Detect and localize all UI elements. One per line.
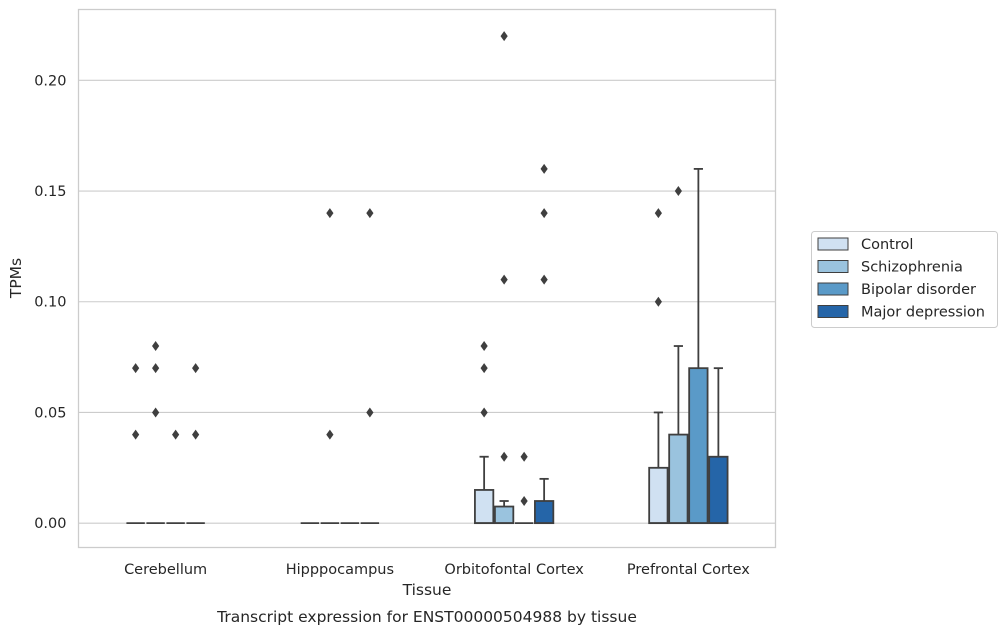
- outlier-point: [132, 429, 140, 440]
- outlier-point: [540, 163, 548, 174]
- box-body: [648, 466, 669, 525]
- outlier-point: [654, 208, 662, 219]
- outlier-point: [520, 451, 528, 462]
- plot-area-frame: [77, 8, 777, 549]
- y-tick-label: 0.05: [34, 405, 66, 421]
- box-body: [688, 367, 709, 525]
- outlier-point: [540, 208, 548, 219]
- legend-swatch: [817, 305, 849, 318]
- x-tick-label: Prefrontal Cortex: [627, 562, 750, 578]
- legend-label: Schizophrenia: [861, 260, 963, 276]
- x-tick-label: Cerebellum: [124, 562, 207, 578]
- legend-swatch: [817, 260, 849, 273]
- legend-label: Major depression: [861, 305, 985, 321]
- outlier-point: [480, 363, 488, 374]
- y-axis-label: TPMs: [7, 258, 25, 299]
- outlier-point: [152, 363, 160, 374]
- legend-frame: [811, 231, 998, 328]
- outlier-point: [500, 274, 508, 285]
- outlier-point: [520, 496, 528, 507]
- legend: Control Schizophrenia Bipolar disorder Majo…: [811, 231, 998, 328]
- outlier-point: [326, 429, 334, 440]
- outlier-point: [326, 208, 334, 219]
- y-tick-label: 0.15: [34, 184, 66, 200]
- outlier-point: [192, 429, 200, 440]
- legend-swatch: [817, 282, 849, 296]
- box-body: [668, 433, 689, 525]
- outlier-point: [500, 451, 508, 462]
- y-tick-label: 0.10: [34, 295, 66, 311]
- outlier-point: [132, 363, 140, 374]
- y-tick-labels: 0.00 0.05 0.10 0.15 0.20: [34, 73, 66, 532]
- outlier-point: [152, 407, 160, 418]
- y-tick-label: 0.20: [34, 73, 66, 89]
- box-series-group: [126, 31, 729, 525]
- y-tick-label: 0.00: [34, 516, 66, 532]
- outlier-point: [480, 407, 488, 418]
- outlier-point: [366, 407, 374, 418]
- outlier-point: [500, 31, 508, 42]
- outlier-point: [152, 341, 160, 352]
- box-body: [494, 505, 515, 525]
- outlier-point: [172, 429, 180, 440]
- outlier-point: [192, 363, 200, 374]
- outlier-point: [366, 208, 374, 219]
- legend-label: Bipolar disorder: [861, 282, 976, 298]
- x-tick-label: Orbitofontal Cortex: [444, 562, 584, 578]
- outlier-point: [674, 186, 682, 197]
- chart-caption: Transcript expression for ENST0000050498…: [216, 608, 637, 626]
- box-body: [534, 500, 555, 525]
- x-tick-labels: Cerebellum Hipppocampus Orbitofontal Corte…: [124, 562, 750, 578]
- outlier-point: [540, 274, 548, 285]
- x-axis-label: Tissue: [402, 581, 452, 599]
- box-body: [708, 455, 729, 525]
- x-tick-label: Hipppocampus: [286, 562, 394, 578]
- legend-swatch: [817, 237, 849, 251]
- legend-label: Control: [861, 237, 913, 253]
- outlier-point: [480, 341, 488, 352]
- box-body: [474, 489, 495, 525]
- outlier-point: [654, 296, 662, 307]
